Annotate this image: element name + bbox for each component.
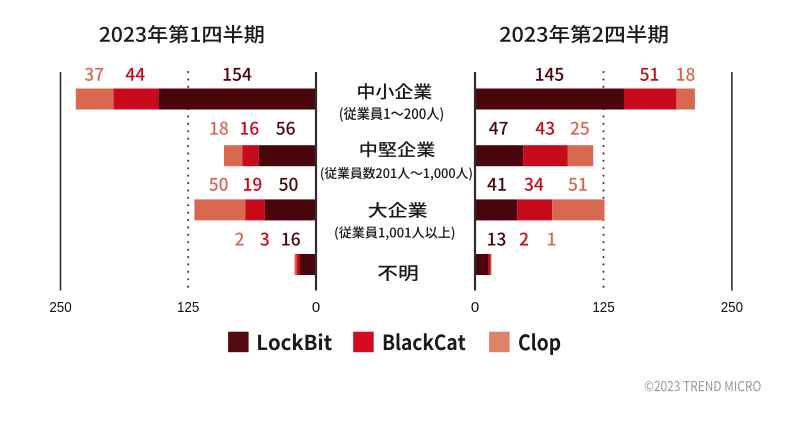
svg-text:250: 250 — [721, 299, 743, 316]
svg-text:125: 125 — [592, 299, 614, 316]
svg-text:0: 0 — [312, 299, 320, 316]
svg-text:0: 0 — [471, 299, 479, 316]
svg-text:250: 250 — [49, 299, 71, 316]
svg-text:125: 125 — [177, 299, 199, 316]
